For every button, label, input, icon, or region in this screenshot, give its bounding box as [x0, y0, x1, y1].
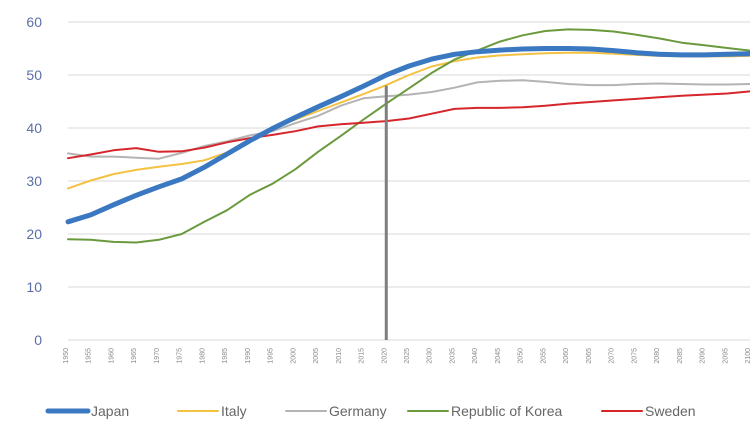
y-tick-label: 50 [26, 67, 42, 83]
x-tick-label: 2055 [540, 348, 547, 364]
x-tick-label: 1995 [268, 348, 275, 364]
x-tick-label: 2005 [313, 348, 320, 364]
x-tick-label: 1955 [86, 348, 93, 364]
x-tick-label: 2090 [700, 348, 707, 364]
x-tick-label: 1985 [222, 348, 229, 364]
x-tick-label: 1950 [63, 348, 70, 364]
x-tick-label: 1960 [108, 348, 115, 364]
legend-label: Italy [221, 403, 247, 419]
x-tick-label: 2095 [722, 348, 729, 364]
series-line-republic-of-korea [67, 28, 750, 244]
x-tick-label: 2075 [631, 348, 638, 364]
x-tick-label: 2100 [745, 348, 750, 364]
legend-label: Sweden [645, 403, 696, 419]
x-tick-label: 2045 [495, 348, 502, 364]
legend-label: Republic of Korea [451, 403, 563, 419]
y-tick-label: 40 [26, 120, 42, 136]
series-line-italy [67, 51, 750, 190]
x-tick-label: 2020 [381, 348, 388, 364]
y-tick-label: 60 [26, 14, 42, 30]
x-tick-label: 1980 [199, 348, 206, 364]
legend-label: Japan [91, 403, 129, 419]
x-tick-label: 2070 [609, 348, 616, 364]
x-tick-label: 2015 [359, 348, 366, 364]
x-tick-label: 2050 [518, 348, 525, 364]
y-tick-label: 0 [34, 332, 42, 348]
legend: Japan Italy Germany Republic of Korea Sweden [45, 403, 696, 419]
x-tick-label: 2025 [404, 348, 411, 364]
series-line-japan [65, 46, 750, 225]
x-tick-label: 2080 [654, 348, 661, 364]
y-tick-label: 30 [26, 173, 42, 189]
x-axis-tick-labels: 1950 1955 1960 1965 1970 1975 1980 1985 1990 1995… [63, 348, 750, 364]
series-line-sweden [67, 90, 750, 160]
series-line-germany [67, 79, 750, 160]
x-tick-label: 1970 [154, 348, 161, 364]
x-tick-label: 1965 [131, 348, 138, 364]
x-tick-label: 2085 [677, 348, 684, 364]
x-tick-label: 2060 [563, 348, 570, 364]
x-tick-label: 1990 [245, 348, 252, 364]
x-tick-label: 2010 [336, 348, 343, 364]
y-tick-label: 10 [26, 279, 42, 295]
x-tick-label: 2035 [449, 348, 456, 364]
x-tick-label: 2000 [290, 348, 297, 364]
x-tick-label: 1975 [177, 348, 184, 364]
x-tick-label: 2040 [472, 348, 479, 364]
y-tick-label: 20 [26, 226, 42, 242]
series-lines [65, 28, 750, 244]
y-axis-tick-labels: 0 10 20 30 40 50 60 [26, 14, 42, 348]
x-tick-label: 2065 [586, 348, 593, 364]
legend-label: Germany [329, 403, 387, 419]
x-tick-label: 2030 [427, 348, 434, 364]
